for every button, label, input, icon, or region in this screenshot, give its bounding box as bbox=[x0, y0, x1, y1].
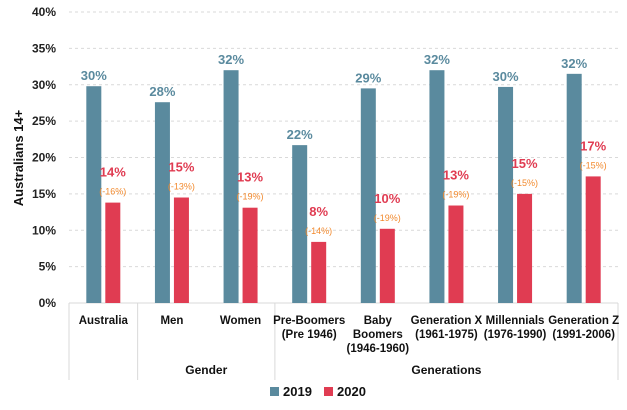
x-tick-label: (1946-1960) bbox=[346, 343, 409, 355]
x-tick-label: Men bbox=[160, 315, 183, 327]
data-label-2019: 30% bbox=[81, 68, 107, 83]
bar-2020 bbox=[242, 207, 258, 303]
bar-2019 bbox=[223, 70, 239, 303]
bar-2020 bbox=[311, 241, 327, 303]
data-label-2020: 15% bbox=[512, 156, 538, 171]
y-tick-label: 5% bbox=[39, 260, 57, 274]
change-label: (-19%) bbox=[237, 192, 264, 202]
bar-2019 bbox=[566, 73, 582, 304]
legend-swatch bbox=[270, 387, 279, 396]
y-tick-label: 40% bbox=[32, 5, 56, 19]
bar-2020 bbox=[105, 202, 121, 303]
data-label-2019: 29% bbox=[355, 70, 381, 85]
data-label-2019: 30% bbox=[493, 69, 519, 84]
bar-2019 bbox=[360, 88, 376, 303]
bar-2019 bbox=[429, 70, 445, 303]
data-label-2019: 32% bbox=[561, 56, 587, 71]
bar-2020 bbox=[448, 205, 464, 303]
x-tick-label: (Pre 1946) bbox=[282, 329, 337, 341]
data-label-2020: 13% bbox=[237, 170, 263, 185]
y-tick-label: 25% bbox=[32, 114, 56, 128]
data-label-2020: 15% bbox=[168, 160, 194, 175]
bar-2019 bbox=[86, 86, 102, 303]
x-tick-label: Pre-Boomers bbox=[273, 315, 345, 327]
bar-2020 bbox=[517, 193, 533, 303]
data-label-2019: 22% bbox=[287, 127, 313, 142]
y-tick-label: 10% bbox=[32, 223, 56, 237]
change-label: (-15%) bbox=[511, 178, 538, 188]
change-label: (-19%) bbox=[442, 190, 469, 200]
group-label: Gender bbox=[185, 363, 227, 377]
change-label: (-13%) bbox=[168, 182, 195, 192]
x-tick-label: (1961-1975) bbox=[415, 329, 478, 341]
bar-2020 bbox=[379, 228, 395, 303]
bar-2020 bbox=[585, 176, 601, 303]
group-label: Generations bbox=[411, 363, 481, 377]
change-label: (-14%) bbox=[305, 226, 332, 236]
legend-swatch bbox=[324, 387, 333, 396]
legend-label: 2020 bbox=[337, 384, 366, 399]
y-tick-label: 20% bbox=[32, 151, 56, 165]
bar-2019 bbox=[498, 86, 514, 304]
x-tick-label: Australia bbox=[79, 315, 129, 327]
data-label-2019: 28% bbox=[149, 84, 175, 99]
data-label-2020: 17% bbox=[580, 138, 606, 153]
y-tick-label: 30% bbox=[32, 78, 56, 92]
data-label-2020: 13% bbox=[443, 168, 469, 183]
data-label-2020: 10% bbox=[374, 191, 400, 206]
change-label: (-19%) bbox=[374, 213, 401, 223]
x-tick-label: Women bbox=[220, 315, 261, 327]
y-tick-label: 0% bbox=[39, 296, 57, 310]
data-label-2019: 32% bbox=[218, 52, 244, 67]
x-tick-label: Boomers bbox=[353, 329, 403, 341]
bar-2019 bbox=[292, 145, 308, 303]
x-tick-label: (1991-2006) bbox=[552, 329, 615, 341]
data-label-2020: 14% bbox=[100, 165, 126, 180]
x-tick-label: Millennials bbox=[486, 315, 545, 327]
y-axis-label: Australians 14+ bbox=[11, 109, 26, 206]
legend-label: 2019 bbox=[283, 384, 312, 399]
change-label: (-15%) bbox=[580, 160, 607, 170]
x-tick-label: Generation Z bbox=[548, 315, 619, 327]
change-label: (-16%) bbox=[99, 187, 126, 197]
x-tick-label: Baby bbox=[364, 315, 393, 327]
data-label-2020: 8% bbox=[309, 204, 328, 219]
data-label-2019: 32% bbox=[424, 52, 450, 67]
y-tick-label: 35% bbox=[32, 41, 56, 55]
bar-2020 bbox=[173, 197, 189, 303]
x-tick-label: Generation X bbox=[411, 315, 483, 327]
bar-2019 bbox=[154, 102, 170, 304]
x-tick-label: (1976-1990) bbox=[484, 329, 547, 341]
y-tick-label: 15% bbox=[32, 187, 56, 201]
